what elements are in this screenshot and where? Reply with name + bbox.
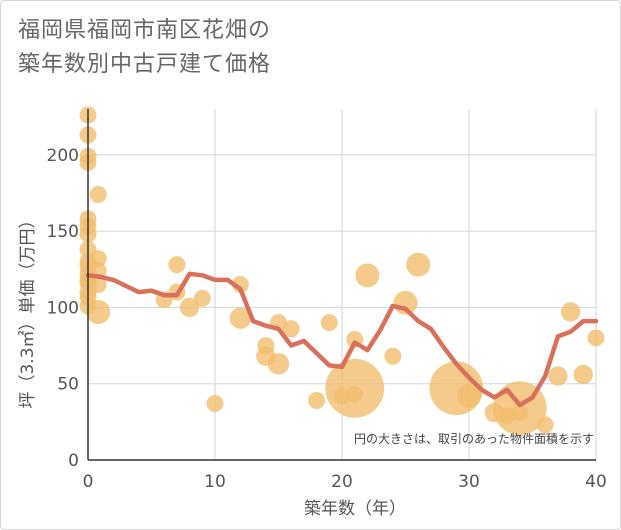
- y-tick-label: 0: [68, 451, 79, 471]
- axes: [87, 109, 596, 461]
- bubble-series: [79, 106, 605, 435]
- data-point: [89, 185, 107, 203]
- data-point: [560, 302, 581, 322]
- data-point: [206, 395, 224, 413]
- y-axis-label: 坪（3.3㎡）単価（万円）: [18, 211, 38, 408]
- chart-title: 福岡県福岡市南区花畑の 築年数別中古戸建て価格: [18, 14, 271, 82]
- data-point: [282, 320, 300, 338]
- average-line-series: [85, 271, 599, 408]
- data-point: [587, 329, 605, 347]
- data-point: [355, 263, 380, 288]
- data-point: [86, 299, 111, 324]
- data-point: [193, 289, 211, 307]
- data-point: [89, 250, 107, 268]
- data-point: [384, 347, 402, 365]
- x-tick-label: 0: [83, 472, 94, 492]
- y-tick-label: 50: [57, 375, 79, 395]
- tick-labels: 0 10 20 30 40 0 50 100 150 200: [47, 146, 607, 492]
- data-point: [308, 391, 326, 409]
- data-point: [346, 385, 364, 403]
- data-point: [573, 364, 593, 385]
- data-point: [320, 314, 338, 332]
- y-tick-label: 200: [47, 146, 79, 166]
- x-tick-label: 20: [331, 472, 353, 492]
- x-tick-label: 10: [204, 472, 226, 492]
- data-point: [179, 297, 200, 318]
- data-point: [536, 416, 554, 434]
- data-point: [511, 404, 529, 422]
- y-tick-label: 150: [47, 222, 79, 242]
- data-point: [267, 353, 290, 375]
- chart-title-line-1: 福岡県福岡市南区花畑の: [18, 18, 272, 43]
- data-point: [406, 252, 431, 277]
- data-point: [456, 383, 482, 408]
- data-point: [89, 276, 107, 293]
- chart-title-line-2: 築年数別中古戸建て価格: [18, 52, 272, 77]
- average-price-line: [85, 271, 599, 408]
- x-axis-label: 築年数（年）: [304, 499, 406, 519]
- data-point: [168, 256, 186, 274]
- x-tick-label: 40: [585, 472, 607, 492]
- data-point: [229, 307, 252, 329]
- x-tick-label: 30: [458, 472, 480, 492]
- y-tick-label: 100: [47, 298, 79, 318]
- size-annotation: 円の大きさは、取引のあった物件面積を示す: [354, 431, 594, 446]
- data-point: [548, 366, 568, 386]
